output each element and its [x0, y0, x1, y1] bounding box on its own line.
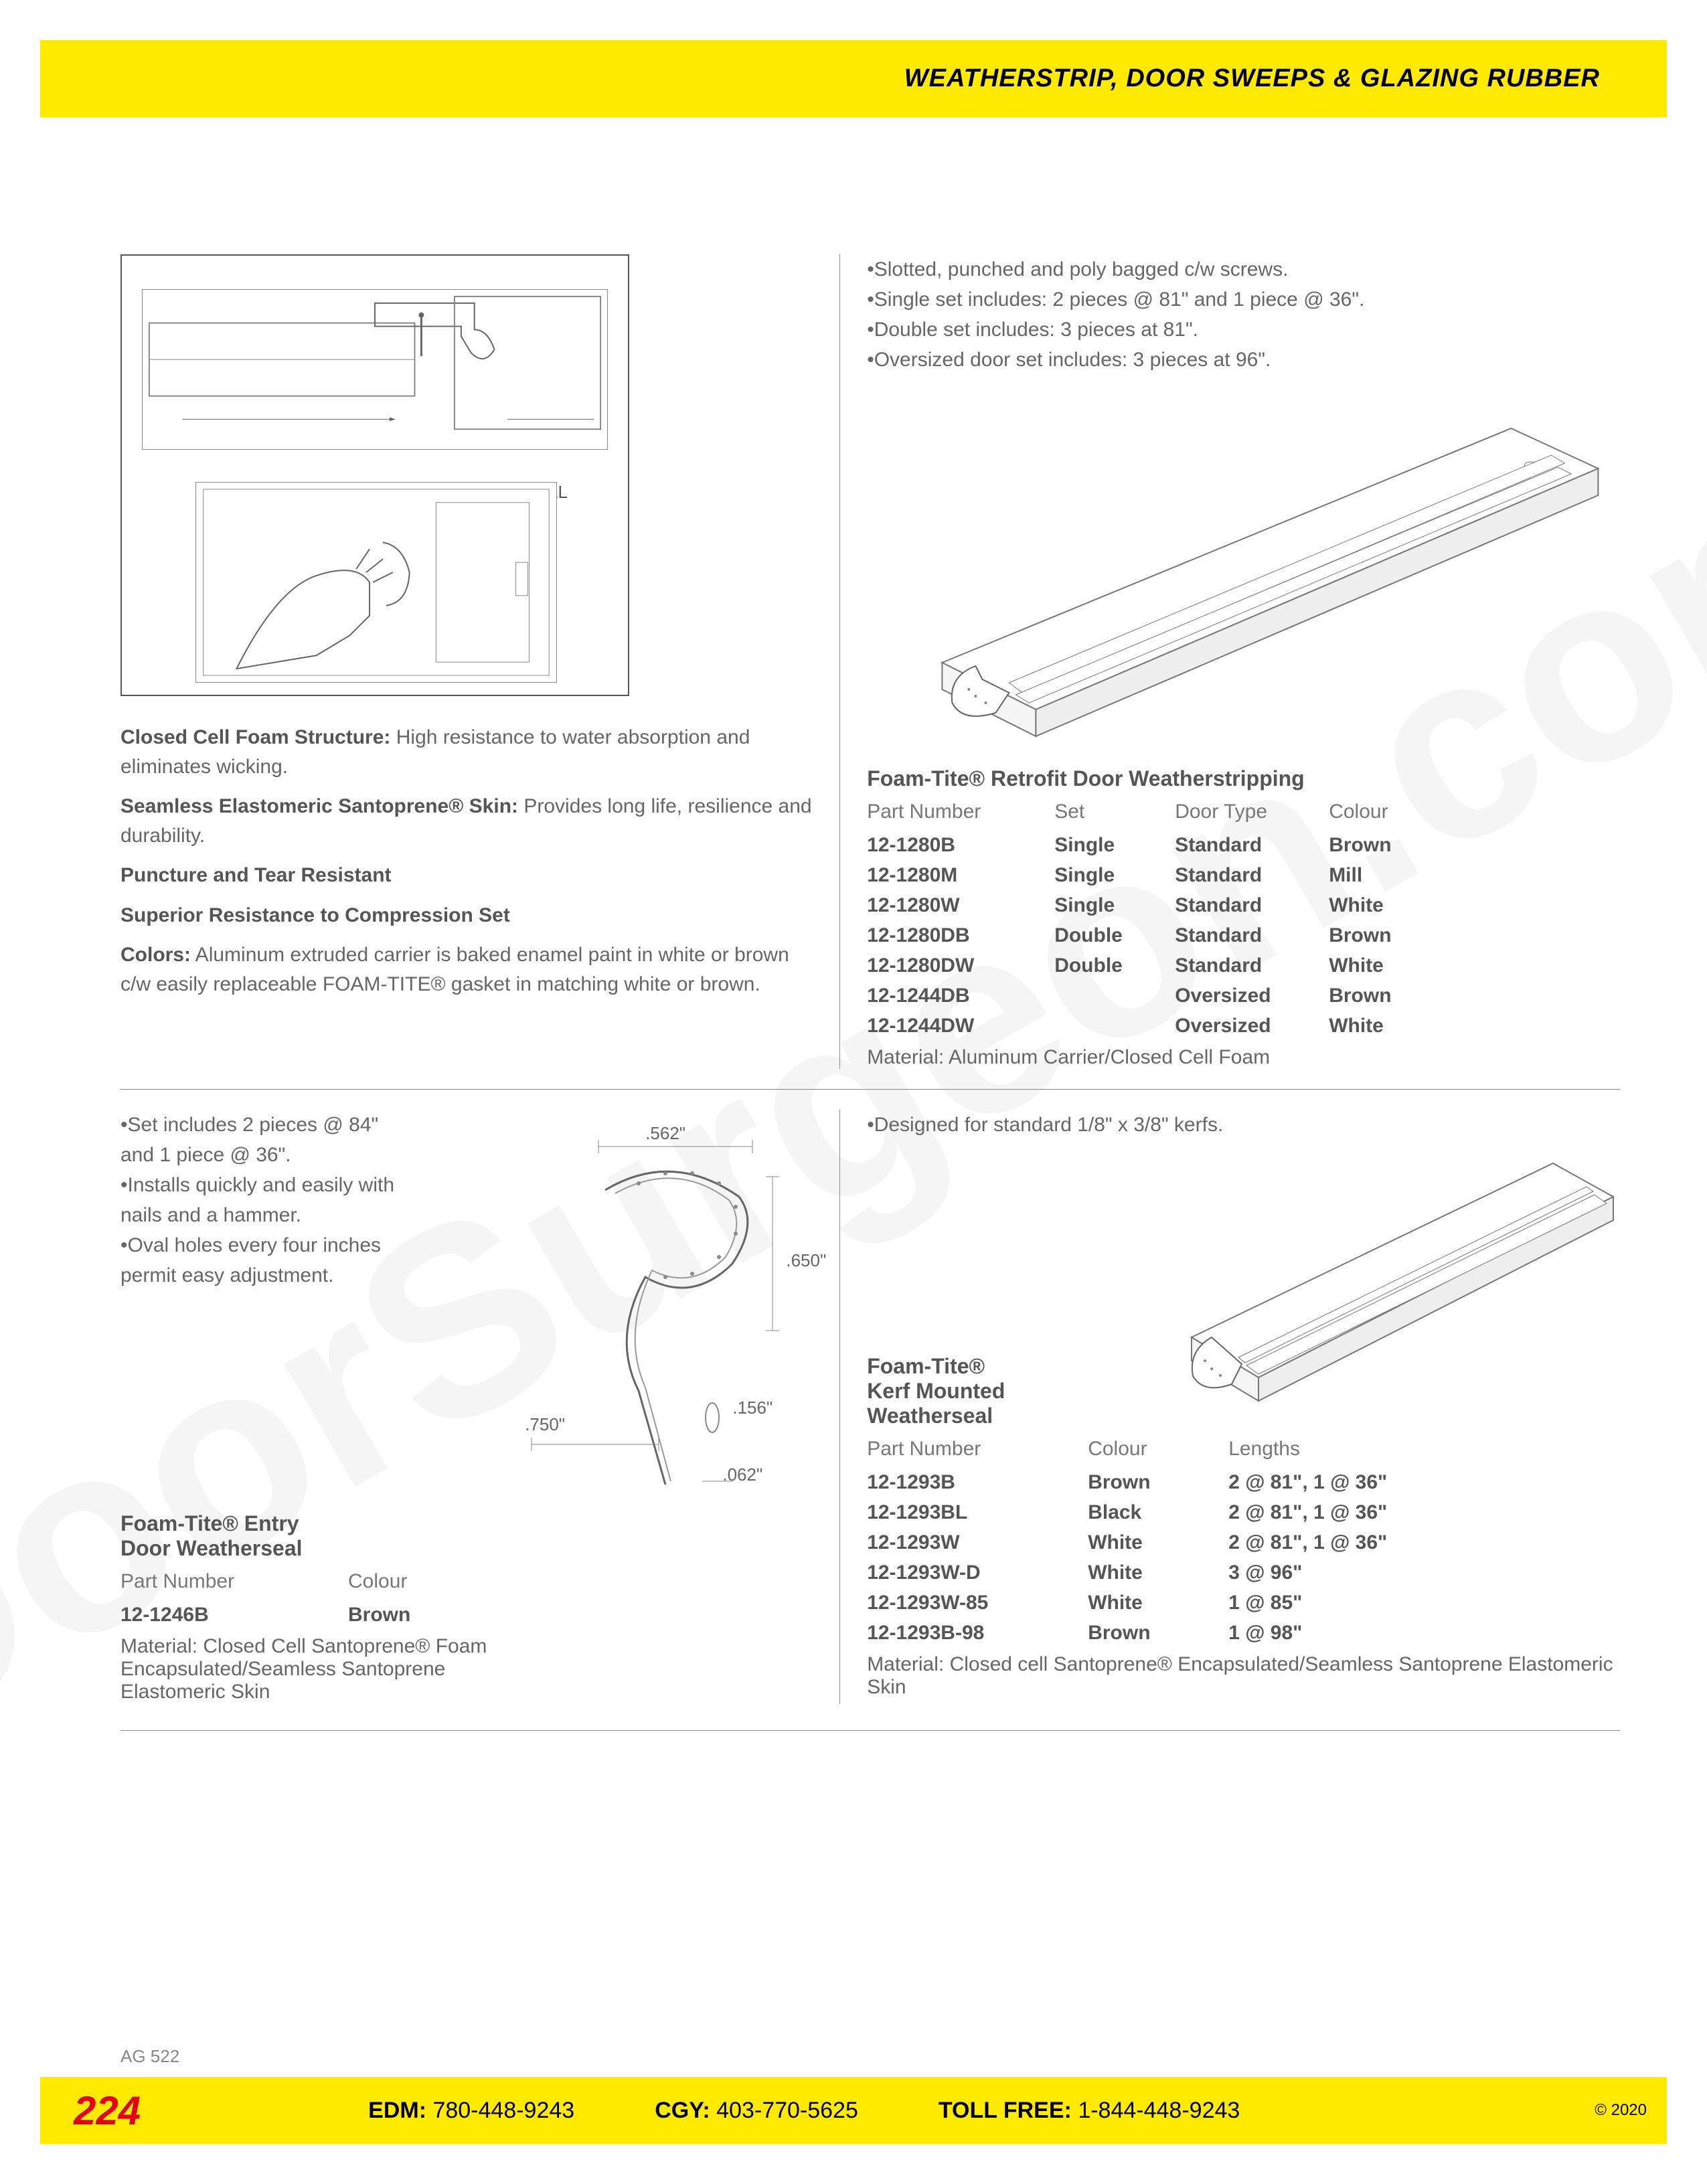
contact-edm: EDM: 780-448-9243 — [368, 2098, 574, 2124]
entry-diagram: .562" .650" .750" .156" .062" — [505, 1110, 826, 1525]
table-row: 12-1293WWhite2 @ 81", 1 @ 36" — [867, 1527, 1620, 1558]
install-hand-svg — [195, 482, 557, 683]
kerf-illustration — [1138, 1123, 1620, 1418]
entry-material: Material: Closed Cell Santoprene® Foam E… — [120, 1635, 536, 1703]
table-row: 12-1246B Brown — [120, 1600, 813, 1630]
dim-w2: .750" — [525, 1414, 565, 1435]
table-row: 12-1280BSingleStandardBrown — [867, 830, 1620, 860]
bullet: Oversized door set includes: 3 pieces at… — [867, 345, 1620, 375]
table-header: Part Number Colour — [120, 1570, 813, 1593]
dim-s2: .062" — [722, 1464, 762, 1485]
dim-w1: .562" — [645, 1123, 685, 1144]
bullet: Oval holes every four inches permit easy… — [120, 1230, 495, 1290]
bullet: Set includes 2 pieces @ 84" and 1 piece … — [120, 1110, 495, 1170]
feature-line: Closed Cell Foam Structure: High resista… — [120, 723, 813, 781]
retrofit-bullets: Slotted, punched and poly bagged c/w scr… — [867, 254, 1620, 375]
retrofit-title: Foam-Tite® Retrofit Door Weatherstrippin… — [867, 766, 1620, 791]
contact-cgy: CGY: 403-770-5625 — [655, 2098, 858, 2124]
header-bar: WEATHERSTRIP, DOOR SWEEPS & GLAZING RUBB… — [40, 40, 1667, 117]
bullet: Double set includes: 3 pieces at 81". — [867, 315, 1620, 345]
page-number: 224 — [74, 2088, 141, 2134]
bullet: Slotted, punched and poly bagged c/w scr… — [867, 254, 1620, 284]
page-title: WEATHERSTRIP, DOOR SWEEPS & GLAZING RUBB… — [904, 64, 1600, 93]
row1-left: ALUMINUM CARRIER FOAM-TITE — [120, 254, 840, 1069]
table-row: 12-1280DWDoubleStandardWhite — [867, 950, 1620, 981]
bullet: Single set includes: 2 pieces @ 81" and … — [867, 284, 1620, 315]
dim-h1: .650" — [786, 1250, 826, 1271]
table-body: 12-1280BSingleStandardBrown12-1280MSingl… — [867, 830, 1620, 1041]
row2-left: Set includes 2 pieces @ 84" and 1 piece … — [120, 1110, 840, 1703]
bullet: Installs quickly and easily with nails a… — [120, 1170, 495, 1230]
install-diagram-box: ALUMINUM CARRIER FOAM-TITE — [120, 254, 629, 696]
content-area: ALUMINUM CARRIER FOAM-TITE — [120, 254, 1620, 2023]
retrofit-material: Material: Aluminum Carrier/Closed Cell F… — [867, 1046, 1620, 1069]
footer-bar: 224 EDM: 780-448-9243 CGY: 403-770-5625 … — [40, 2077, 1667, 2144]
feature-line: Puncture and Tear Resistant — [120, 861, 813, 890]
kerf-table: Part Number Colour Lengths 12-1293BBrown… — [867, 1438, 1620, 1648]
table-header: Part Number Colour Lengths — [867, 1438, 1620, 1460]
table-row: 12-1280WSingleStandardWhite — [867, 890, 1620, 920]
dim-s1: .156" — [732, 1398, 773, 1418]
entry-profile-svg — [505, 1110, 826, 1525]
row-2: Set includes 2 pieces @ 84" and 1 piece … — [120, 1090, 1620, 1731]
kerf-material: Material: Closed cell Santoprene® Encaps… — [867, 1653, 1620, 1699]
table-body: 12-1293BBrown2 @ 81", 1 @ 36"12-1293BLBl… — [867, 1467, 1620, 1648]
feature-line: Superior Resistance to Compression Set — [120, 901, 813, 930]
retrofit-illustration — [867, 375, 1620, 750]
feature-line: Colors: Aluminum extruded carrier is bak… — [120, 940, 813, 999]
table-row: 12-1293B-98Brown1 @ 98" — [867, 1618, 1620, 1648]
ag-code: AG 522 — [120, 2046, 179, 2067]
entry-table: Part Number Colour 12-1246B Brown — [120, 1570, 813, 1630]
table-row: 12-1244DBOversizedBrown — [867, 981, 1620, 1011]
copyright: © 2020 — [1595, 2101, 1647, 2120]
table-row: 12-1293W-85White1 @ 85" — [867, 1588, 1620, 1618]
table-row: 12-1280MSingleStandardMill — [867, 860, 1620, 890]
table-row: 12-1244DWOversizedWhite — [867, 1011, 1620, 1041]
table-row: 12-1293BBrown2 @ 81", 1 @ 36" — [867, 1467, 1620, 1497]
table-row: 12-1293W-DWhite3 @ 96" — [867, 1558, 1620, 1588]
retrofit-table: Part Number Set Door Type Colour 12-1280… — [867, 801, 1620, 1041]
row2-right: Designed for standard 1/8" x 3/8" kerfs.… — [840, 1110, 1620, 1703]
entry-bullets: Set includes 2 pieces @ 84" and 1 piece … — [120, 1110, 495, 1290]
table-header: Part Number Set Door Type Colour — [867, 801, 1620, 823]
row1-right: Slotted, punched and poly bagged c/w scr… — [840, 254, 1620, 1069]
cross-section-svg — [142, 289, 608, 450]
table-row: 12-1293BLBlack2 @ 81", 1 @ 36" — [867, 1497, 1620, 1527]
table-row: 12-1280DBDoubleStandardBrown — [867, 920, 1620, 950]
contact-toll: TOLL FREE: 1-844-448-9243 — [939, 2098, 1240, 2124]
feature-list: Closed Cell Foam Structure: High resista… — [120, 723, 813, 999]
feature-line: Seamless Elastomeric Santoprene® Skin: P… — [120, 792, 813, 850]
row-1: ALUMINUM CARRIER FOAM-TITE — [120, 254, 1620, 1090]
